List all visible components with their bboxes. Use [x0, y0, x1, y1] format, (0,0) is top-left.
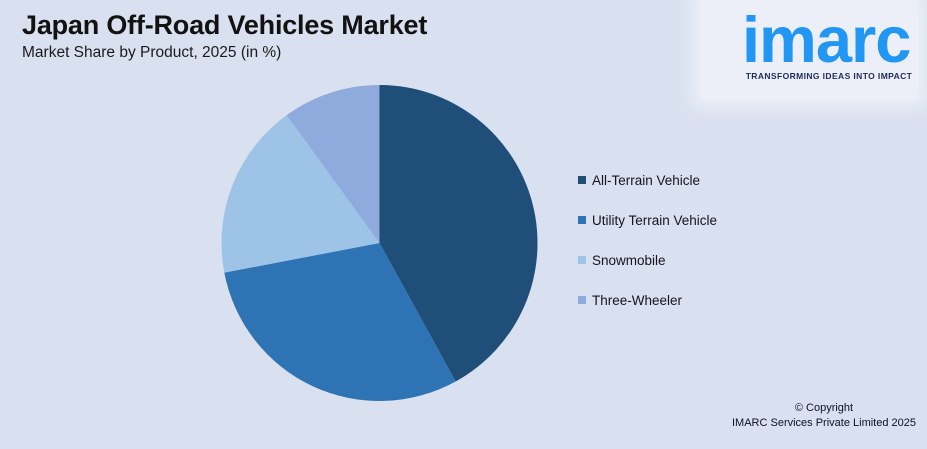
chart-title: Japan Off-Road Vehicles Market: [22, 10, 428, 40]
pie-slice-snowmobile: [221, 115, 380, 273]
legend-item-all-terrain-vehicle: All-Terrain Vehicle: [578, 160, 717, 200]
pie-slice-all-terrain-vehicle: [379, 85, 538, 382]
imarc-logo-tagline: TRANSFORMING IDEAS INTO IMPACT: [745, 71, 913, 81]
legend-item-three-wheeler: Three-Wheeler: [578, 280, 717, 320]
legend-label: Snowmobile: [592, 252, 666, 268]
chart-subtitle: Market Share by Product, 2025 (in %): [22, 44, 282, 61]
legend-swatch-icon: [578, 216, 586, 224]
imarc-logo-wordmark: imarc: [742, 3, 911, 76]
legend-item-snowmobile: Snowmobile: [578, 240, 717, 280]
copyright-line2: IMARC Services Private Limited 2025: [731, 417, 916, 429]
imarc-logo: imarc TRANSFORMING IDEAS INTO IMPACT: [700, 0, 918, 100]
legend-swatch-icon: [578, 176, 586, 184]
legend-label: Utility Terrain Vehicle: [592, 212, 718, 228]
copyright-notice: © Copyright IMARC Services Private Limit…: [732, 401, 916, 431]
legend-swatch-icon: [578, 256, 586, 264]
copyright-line1: © Copyright: [794, 402, 854, 414]
legend: All-Terrain Vehicle Utility Terrain Vehi…: [578, 160, 717, 320]
pie-slice-utility-terrain-vehicle: [224, 243, 456, 402]
legend-item-utility-terrain-vehicle: Utility Terrain Vehicle: [578, 200, 717, 240]
legend-swatch-icon: [578, 296, 586, 304]
pie-slice-three-wheeler: [286, 85, 380, 243]
legend-label: Three-Wheeler: [592, 292, 683, 308]
legend-label: All-Terrain Vehicle: [592, 172, 701, 188]
